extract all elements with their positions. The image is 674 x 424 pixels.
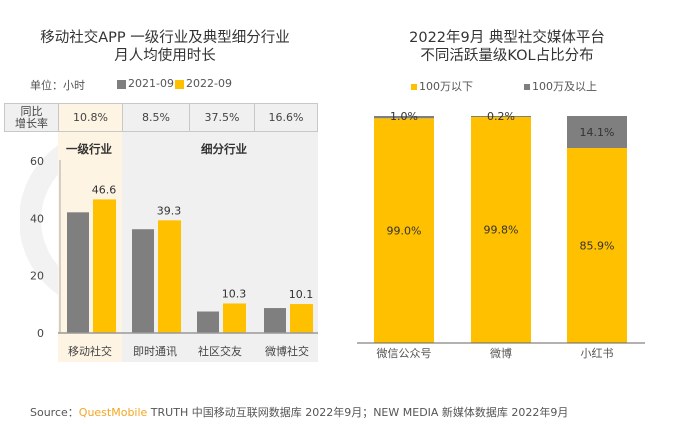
- title-line: 月人均使用时长: [114, 48, 216, 64]
- data-label: 10.1: [289, 288, 314, 301]
- category-label: 微博社交: [265, 344, 309, 358]
- right-stacked-chart: 99.0% 1.0% 微信公众号 99.8% 0.2% 微博 85.9% 14.1% 小红书: [357, 110, 645, 360]
- bar-under-1m: [567, 148, 627, 343]
- yoy-cell: 37.5%: [189, 103, 255, 132]
- data-label: 46.6: [92, 183, 117, 196]
- bar-under-1m: [471, 116, 531, 343]
- title-line: 不同活跃量级KOL占比分布: [420, 48, 594, 64]
- y-tick-label: 40: [30, 212, 44, 225]
- yoy-label: 同比 增长率: [4, 103, 59, 132]
- source-brand: QuestMobile: [78, 406, 148, 419]
- bar-2021: [67, 212, 89, 333]
- legend-label: 100万及以上: [532, 80, 597, 93]
- category-label: 社区交友: [198, 344, 242, 358]
- category-label: 微博: [490, 346, 512, 360]
- y-tick-label: 60: [30, 155, 44, 168]
- data-label: 99.8%: [484, 224, 519, 237]
- left-chart-title: 移动社交APP 一级行业及典型细分行业 月人均使用时长: [0, 29, 330, 65]
- data-label: 10.3: [222, 287, 247, 300]
- legend-label: 100万以下: [419, 80, 473, 93]
- bar-over-1m: [567, 116, 627, 149]
- bar-over-1m: [471, 116, 531, 117]
- bar-2021: [197, 311, 219, 333]
- y-tick-label: 0: [37, 327, 44, 340]
- source-prefix: Source：: [30, 406, 79, 419]
- unit-label: 单位：小时: [30, 79, 85, 92]
- legend-2022: 2022-09: [175, 77, 232, 90]
- legend-under-1m: 100万以下: [411, 78, 473, 94]
- bar-2022: [223, 303, 246, 333]
- bar-2022: [93, 199, 116, 333]
- left-bar-chart: 0 20 40 60 46.6 移动社交 39.3 即时通讯 10.3 社区交友 10.1 微博社交: [30, 155, 318, 358]
- source-text: TRUTH 中国移动互联网数据库 2022年9月；NEW MEDIA 新媒体数据…: [147, 406, 569, 419]
- category-label: 微信公众号: [377, 346, 432, 360]
- category-label: 小红书: [581, 347, 614, 360]
- legend-label: 2021-09: [128, 77, 174, 90]
- data-label: 1.0%: [390, 110, 418, 123]
- title-line: 移动社交APP 一级行业及典型细分行业: [40, 30, 290, 46]
- yoy-cell: 16.6%: [254, 103, 318, 132]
- bar-2022: [290, 304, 313, 333]
- category-label: 即时通讯: [133, 345, 177, 358]
- data-label: 39.3: [157, 204, 182, 217]
- data-label: 0.2%: [487, 110, 515, 123]
- source-line: Source：QuestMobile TRUTH 中国移动互联网数据库 2022…: [30, 404, 568, 420]
- legend-2021: 2021-09: [117, 77, 174, 90]
- bar-2021: [264, 308, 286, 333]
- data-label: 99.0%: [387, 225, 422, 238]
- group-label-primary: 一级行业: [66, 142, 112, 156]
- legend-over-1m: 100万及以上: [524, 78, 597, 94]
- right-chart-title: 2022年9月 典型社交媒体平台 不同活跃量级KOL占比分布: [340, 29, 674, 65]
- bar-over-1m: [374, 116, 434, 119]
- data-label: 85.9%: [580, 240, 615, 253]
- bar-2022: [158, 220, 181, 333]
- group-label-sub: 细分行业: [201, 142, 247, 156]
- y-tick-label: 20: [30, 270, 44, 283]
- bar-under-1m: [374, 118, 434, 344]
- category-label: 移动社交: [68, 344, 112, 358]
- bar-2021: [132, 229, 154, 333]
- data-label: 14.1%: [580, 126, 615, 139]
- legend-label: 2022-09: [186, 77, 232, 90]
- title-line: 2022年9月 典型社交媒体平台: [409, 30, 605, 46]
- yoy-cell: 10.8%: [58, 103, 123, 132]
